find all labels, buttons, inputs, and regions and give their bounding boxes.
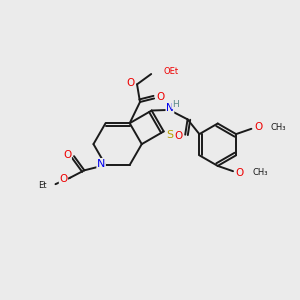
Text: CH₃: CH₃ [252,168,268,177]
Text: N: N [97,158,105,169]
Text: S: S [167,130,174,140]
Text: H: H [172,100,179,109]
Text: O: O [63,150,71,160]
Text: O: O [174,131,183,141]
Text: O: O [126,78,135,88]
Text: Et: Et [38,181,46,190]
Text: O: O [157,92,165,102]
Text: O: O [236,168,244,178]
Text: OEt: OEt [164,67,179,76]
Text: O: O [254,122,262,132]
Text: O: O [59,174,68,184]
Text: CH₃: CH₃ [271,123,286,132]
Text: N: N [166,103,174,113]
